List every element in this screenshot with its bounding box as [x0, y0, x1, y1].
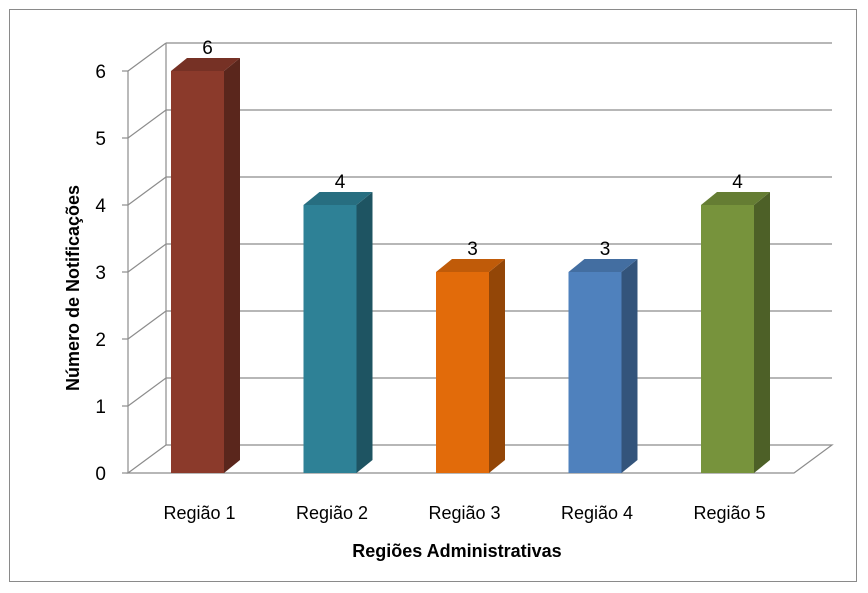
- x-tick-label: Região 4: [561, 503, 633, 523]
- gridline-diagonal: [127, 109, 167, 139]
- bar-side: [621, 259, 638, 473]
- bar-top: [171, 58, 240, 71]
- x-tick-label: Região 2: [296, 503, 368, 523]
- y-tick-label: 3: [95, 263, 106, 284]
- gridline-diagonal: [127, 377, 167, 407]
- y-tick-label: 0: [95, 464, 106, 485]
- bar: [701, 192, 770, 473]
- x-tick-label: Região 5: [693, 503, 765, 523]
- data-label: 4: [732, 172, 743, 193]
- bar-front: [436, 272, 489, 473]
- bars: [171, 58, 770, 473]
- x-tick-label: Região 3: [428, 503, 500, 523]
- data-label: 3: [600, 239, 611, 260]
- bar-side: [224, 58, 240, 473]
- bar: [303, 192, 373, 473]
- y-tick-label: 2: [95, 330, 106, 351]
- bar-top: [436, 259, 505, 272]
- gridline-diagonal: [127, 176, 167, 206]
- data-label: 3: [467, 239, 478, 260]
- bar-front: [303, 205, 357, 473]
- y-axis-title: Número de Notificações: [63, 185, 83, 391]
- bar-front: [701, 205, 754, 473]
- gridline-diagonal: [127, 310, 167, 340]
- data-labels: 6 4 3 3 4: [202, 38, 743, 260]
- bar-side: [356, 192, 373, 473]
- y-tick-label: 1: [95, 397, 106, 418]
- y-tick-label: 4: [95, 196, 106, 217]
- y-tick-label: 6: [95, 62, 106, 83]
- gridline-diagonal: [127, 42, 167, 72]
- bar-top: [701, 192, 770, 205]
- bar-side: [489, 259, 505, 473]
- gridline-diagonal: [127, 243, 167, 273]
- x-tick-label: Região 1: [163, 503, 235, 523]
- bar: [568, 259, 638, 473]
- data-label: 4: [335, 172, 346, 193]
- data-label: 6: [202, 38, 213, 59]
- bar-front: [568, 272, 622, 473]
- bar: [436, 259, 505, 473]
- bar-side: [754, 192, 770, 473]
- bar: [171, 58, 240, 473]
- bar-front: [171, 71, 224, 473]
- y-tick-label: 5: [95, 129, 106, 150]
- x-tick-labels: Região 1 Região 2 Região 3 Região 4 Região 5: [163, 503, 765, 523]
- y-tick-labels: 0 1 2 3 4 5 6: [95, 62, 106, 485]
- bar-top: [568, 259, 638, 272]
- x-axis-title: Regiões Administrativas: [352, 541, 561, 561]
- bar-top: [303, 192, 373, 205]
